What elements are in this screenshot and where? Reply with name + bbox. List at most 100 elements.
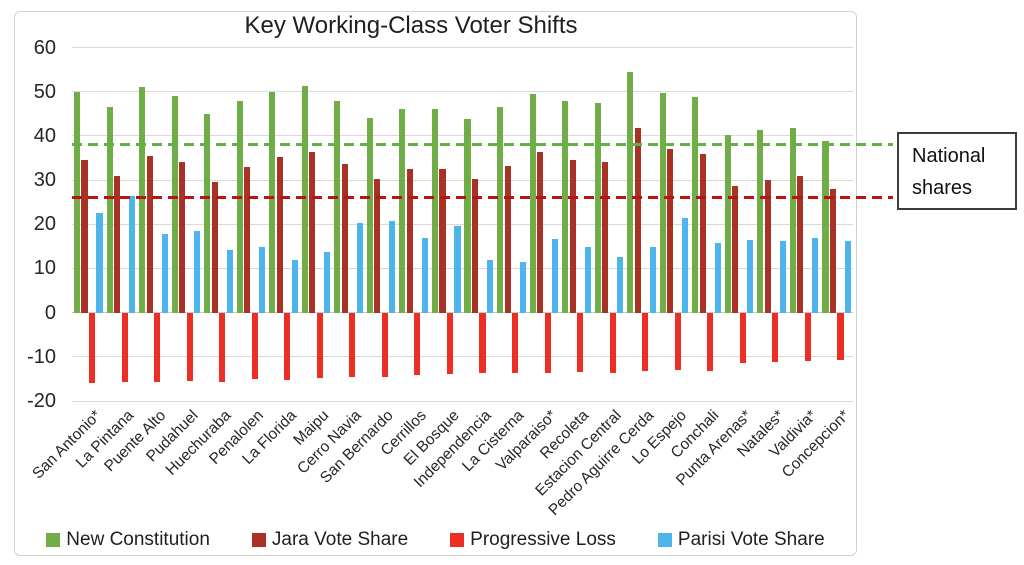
bar-progressive-loss: [251, 312, 258, 380]
bar-progressive-loss: [772, 312, 779, 363]
bar-new-constitution: [692, 97, 699, 313]
y-tick-label-60: 60: [33, 36, 56, 59]
legend-item-progressive-loss: Progressive Loss: [450, 529, 616, 551]
bar-new-constitution: [562, 101, 569, 313]
bar-progressive-loss: [349, 312, 356, 377]
bar-parisi-vote-share: [324, 252, 331, 313]
bar-parisi-vote-share: [812, 237, 819, 313]
gridline-0: [72, 312, 853, 314]
bar-jara-vote-share: [797, 176, 804, 313]
bar-new-constitution: [399, 109, 406, 313]
bar-parisi-vote-share: [714, 242, 721, 313]
bar-progressive-loss: [544, 312, 551, 373]
bar-new-constitution: [497, 107, 504, 313]
bar-jara-vote-share: [537, 152, 544, 313]
bar-new-constitution: [659, 92, 666, 313]
bar-jara-vote-share: [276, 157, 283, 313]
bar-progressive-loss: [609, 312, 616, 374]
bar-parisi-vote-share: [682, 217, 689, 313]
y-tick-label-0: 0: [44, 301, 56, 324]
bar-jara-vote-share: [699, 153, 706, 313]
legend-label-parisi-vote-share: Parisi Vote Share: [677, 529, 825, 550]
y-tick-label-10: 10: [33, 257, 56, 280]
national-shares-box: National shares: [897, 132, 1017, 210]
legend-swatch-jara-vote-share: [251, 533, 266, 547]
bar-parisi-vote-share: [649, 246, 656, 313]
bar-jara-vote-share: [406, 169, 413, 313]
bar-parisi-vote-share: [747, 239, 754, 313]
bar-new-constitution: [73, 91, 81, 313]
bar-progressive-loss: [121, 312, 128, 383]
bar-progressive-loss: [479, 312, 486, 374]
bar-new-constitution: [594, 102, 601, 313]
bar-jara-vote-share: [732, 186, 739, 313]
bar-jara-vote-share: [667, 149, 674, 313]
bar-new-constitution: [204, 113, 211, 313]
bar-parisi-vote-share: [259, 246, 266, 313]
bar-new-constitution: [757, 130, 764, 313]
bar-progressive-loss: [414, 312, 421, 375]
bar-jara-vote-share: [81, 160, 88, 313]
bar-progressive-loss: [446, 312, 454, 375]
bar-progressive-loss: [804, 312, 811, 362]
bar-progressive-loss: [154, 312, 161, 382]
bar-new-constitution: [236, 100, 243, 313]
bar-new-constitution: [529, 93, 536, 313]
bar-parisi-vote-share: [226, 250, 233, 313]
bar-progressive-loss: [284, 312, 291, 380]
bar-parisi-vote-share: [454, 225, 461, 313]
legend-label-jara-vote-share: Jara Vote Share: [271, 529, 409, 550]
bar-jara-vote-share: [179, 162, 186, 313]
bar-new-constitution: [366, 118, 373, 313]
bar-progressive-loss: [674, 312, 681, 370]
bar-new-constitution: [171, 96, 178, 313]
bar-parisi-vote-share: [421, 237, 428, 313]
reference-line-26: [72, 196, 893, 200]
gridline-30: [72, 179, 853, 181]
bar-progressive-loss: [186, 312, 193, 382]
bar-jara-vote-share: [341, 163, 348, 313]
gridline-50: [72, 91, 853, 93]
bar-new-constitution: [301, 86, 308, 313]
bar-parisi-vote-share: [129, 195, 136, 313]
legend-swatch-progressive-loss: [450, 533, 465, 547]
legend-item-parisi-vote-share: Parisi Vote Share: [657, 529, 825, 551]
bar-progressive-loss: [512, 312, 519, 373]
bar-jara-vote-share: [244, 166, 251, 313]
bar-new-constitution: [106, 107, 113, 313]
gridline-60: [72, 47, 853, 48]
gridline-10: [72, 267, 853, 269]
bar-progressive-loss: [88, 312, 96, 384]
bar-jara-vote-share: [634, 127, 641, 313]
bar-jara-vote-share: [374, 179, 381, 313]
y-tick-label-30: 30: [33, 169, 56, 192]
bar-jara-vote-share: [829, 189, 837, 313]
bar-parisi-vote-share: [584, 247, 591, 313]
bar-parisi-vote-share: [486, 259, 494, 313]
bar-new-constitution: [627, 71, 634, 313]
gridline--10: [72, 356, 853, 358]
bar-jara-vote-share: [439, 169, 446, 313]
y-tick-label-50: 50: [33, 80, 56, 103]
bar-progressive-loss: [381, 312, 388, 378]
legend-item-new-constitution: New Constitution: [46, 529, 210, 551]
bar-jara-vote-share: [309, 152, 316, 313]
bar-new-constitution: [334, 100, 341, 313]
legend-swatch-parisi-vote-share: [657, 533, 672, 547]
bar-new-constitution: [464, 119, 471, 313]
y-tick-label-20: 20: [33, 213, 56, 236]
bar-new-constitution: [269, 91, 276, 313]
y-tick-label-40: 40: [33, 124, 56, 147]
gridline-40: [72, 135, 853, 137]
bar-parisi-vote-share: [519, 261, 526, 313]
bar-jara-vote-share: [764, 179, 771, 313]
gridline--20: [72, 400, 853, 402]
bar-parisi-vote-share: [552, 239, 559, 313]
chart-title: Key Working-Class Voter Shifts: [244, 12, 578, 39]
bar-parisi-vote-share: [161, 234, 168, 313]
bar-new-constitution: [724, 134, 731, 313]
bar-progressive-loss: [739, 312, 746, 364]
y-tick-label--20: -20: [27, 390, 56, 412]
legend-label-progressive-loss: Progressive Loss: [470, 529, 616, 550]
bar-parisi-vote-share: [96, 213, 103, 313]
